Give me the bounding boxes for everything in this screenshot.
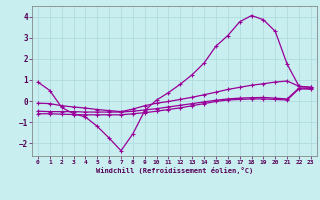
- X-axis label: Windchill (Refroidissement éolien,°C): Windchill (Refroidissement éolien,°C): [96, 167, 253, 174]
